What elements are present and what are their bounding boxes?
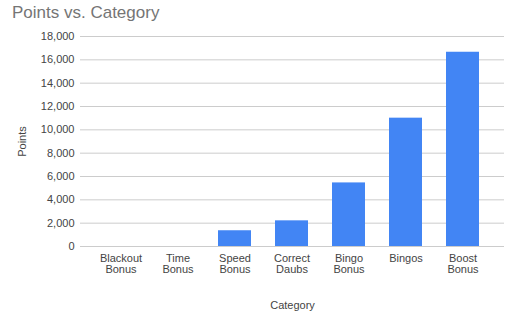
svg-text:16,000: 16,000 [41, 53, 75, 65]
svg-text:BlackoutBonus: BlackoutBonus [100, 252, 142, 275]
svg-text:Bingos: Bingos [389, 252, 423, 264]
svg-text:Points: Points [16, 126, 28, 157]
svg-text:12,000: 12,000 [41, 100, 75, 112]
svg-text:TimeBonus: TimeBonus [162, 252, 194, 275]
svg-text:CorrectDaubs: CorrectDaubs [274, 252, 310, 275]
svg-text:Category: Category [270, 299, 315, 311]
svg-text:BingoBonus: BingoBonus [333, 252, 365, 275]
svg-text:0: 0 [68, 240, 74, 252]
svg-text:BoostBonus: BoostBonus [447, 252, 479, 275]
svg-text:6,000: 6,000 [47, 170, 75, 182]
svg-text:18,000: 18,000 [41, 30, 75, 42]
svg-text:4,000: 4,000 [47, 193, 75, 205]
svg-text:10,000: 10,000 [41, 123, 75, 135]
svg-text:8,000: 8,000 [47, 147, 75, 159]
html-text:Points vs. Category: Points vs. Category [12, 3, 160, 22]
svg-text:14,000: 14,000 [41, 77, 75, 89]
svg-text:2,000: 2,000 [47, 217, 75, 229]
svg-text:SpeedBonus: SpeedBonus [219, 252, 251, 275]
